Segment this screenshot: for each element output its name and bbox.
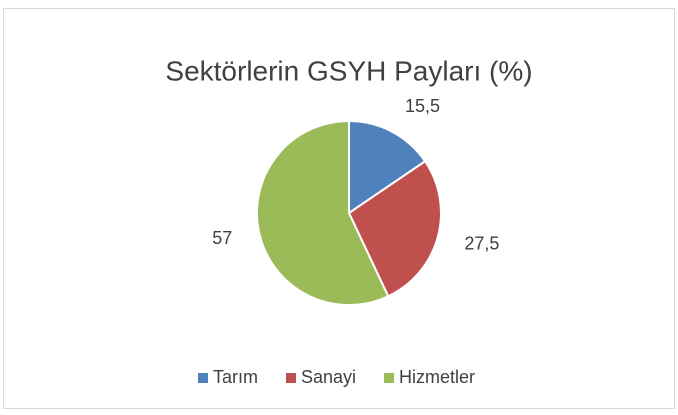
- pie-slice: [256, 119, 390, 306]
- legend-label: Sanayi: [301, 367, 356, 387]
- pie-slice: [347, 159, 442, 298]
- data-label: 57: [212, 228, 232, 248]
- legend-label: Tarım: [213, 367, 258, 387]
- chart-title: Sektörlerin GSYH Payları (%): [165, 55, 532, 86]
- data-label: 27,5: [464, 233, 499, 253]
- legend-swatch: [198, 373, 208, 383]
- pie-slice: [348, 119, 427, 215]
- data-label: 15,5: [405, 96, 440, 116]
- legend-label: Hizmetler: [399, 367, 475, 387]
- legend-swatch: [384, 373, 395, 383]
- legend-swatch: [286, 373, 296, 383]
